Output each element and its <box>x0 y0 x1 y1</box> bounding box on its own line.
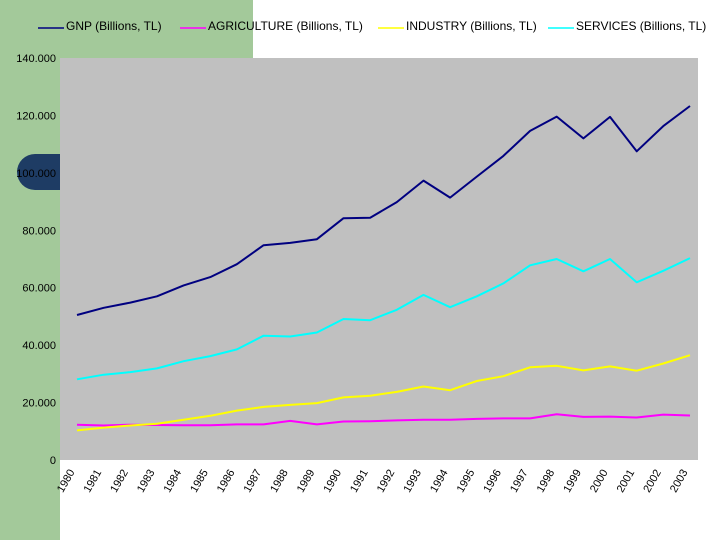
x-tick-label: 2003 <box>668 468 691 495</box>
legend-label: INDUSTRY (Billions, TL) <box>406 19 537 33</box>
x-tick-label: 1985 <box>188 468 211 495</box>
x-tick-label: 1982 <box>108 468 131 495</box>
legend-label: GNP (Billions, TL) <box>66 19 162 33</box>
y-tick-label: 100.000 <box>16 168 56 180</box>
x-tick-label: 1996 <box>481 468 504 495</box>
x-tick-label: 2001 <box>615 468 638 495</box>
y-tick-label: 120.000 <box>16 110 56 122</box>
x-tick-label: 1997 <box>508 468 531 495</box>
x-tick-label: 1981 <box>82 468 105 495</box>
x-tick-label: 1983 <box>135 468 158 495</box>
y-tick-label: 20.000 <box>22 398 56 410</box>
x-tick-label: 1990 <box>321 468 344 495</box>
x-tick-label: 1998 <box>535 468 558 495</box>
plot-area <box>60 58 698 460</box>
y-tick-label: 140.000 <box>16 53 56 65</box>
y-tick-label: 80.000 <box>22 225 56 237</box>
x-tick-label: 1988 <box>268 468 291 495</box>
x-tick-label: 1986 <box>215 468 238 495</box>
chart-legend: GNP (Billions, TL) AGRICULTURE (Billions,… <box>38 19 706 33</box>
y-tick-label: 60.000 <box>22 283 56 295</box>
x-tick-label: 1995 <box>455 468 478 495</box>
x-axis: 1980 1981 1982 1983 1984 1985 1986 1987 1988 1989… <box>55 468 691 495</box>
y-tick-label: 0 <box>50 455 56 467</box>
x-tick-label: 1984 <box>162 468 185 495</box>
x-tick-label: 2000 <box>588 468 611 495</box>
legend-label: SERVICES (Billions, TL) <box>576 19 706 33</box>
x-tick-label: 1989 <box>295 468 318 495</box>
legend-label: AGRICULTURE (Billions, TL) <box>208 19 363 33</box>
x-tick-label: 1987 <box>242 468 265 495</box>
x-tick-label: 1980 <box>55 468 78 495</box>
series-line-3 <box>76 257 691 381</box>
y-tick-label: 40.000 <box>22 340 56 352</box>
x-tick-label: 1993 <box>401 468 424 495</box>
left-green-stripe <box>0 0 60 540</box>
series-lines <box>76 105 691 432</box>
series-line-2 <box>76 354 691 432</box>
x-tick-label: 1992 <box>375 468 398 495</box>
x-tick-label: 2002 <box>641 468 664 495</box>
y-axis: 0 20.000 40.000 60.000 80.000 100.000 120.000 1… <box>16 53 56 467</box>
x-tick-label: 1999 <box>561 468 584 495</box>
series-line-1 <box>76 413 691 427</box>
x-tick-label: 1991 <box>348 468 371 495</box>
series-line-0 <box>76 105 691 316</box>
x-tick-label: 1994 <box>428 468 451 495</box>
